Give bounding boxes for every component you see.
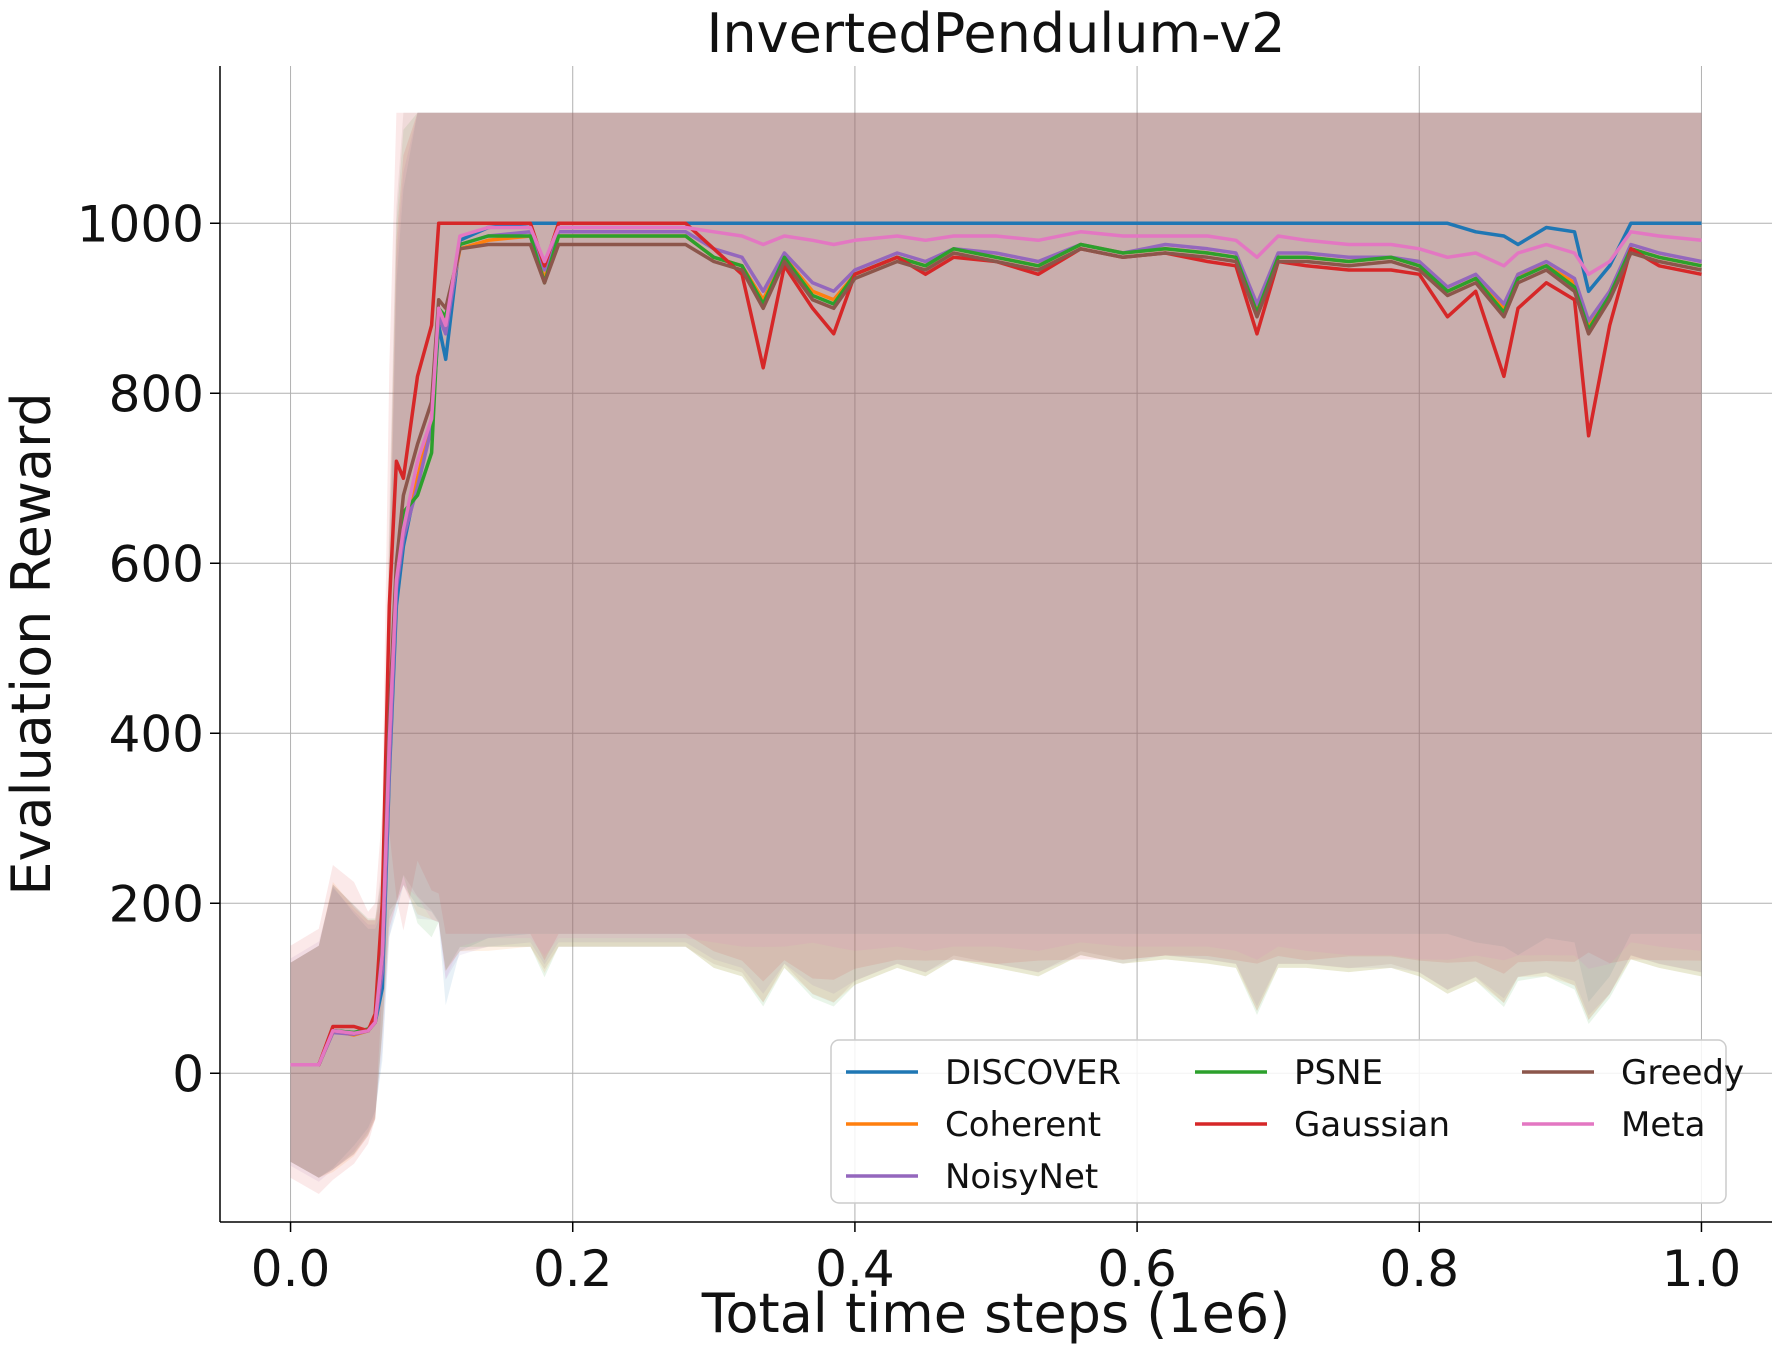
band-layer — [290, 112, 1702, 1194]
band-noisynet — [290, 112, 1702, 1182]
legend-label-coherent: Coherent — [945, 1105, 1101, 1145]
legend-label-psne: PSNE — [1294, 1053, 1383, 1093]
x-tick-label: 0.6 — [1097, 1240, 1177, 1298]
series-line-meta — [290, 225, 1702, 1067]
band-gaussian — [290, 112, 1702, 1194]
x-tick-label: 0.4 — [815, 1240, 895, 1298]
x-tick-label: 0.0 — [251, 1240, 331, 1298]
legend: DISCOVER Coherent NoisyNet PSNE Gaussian Gree… — [830, 1039, 1744, 1204]
y-tick-label: 600 — [109, 535, 204, 593]
band-psne — [290, 112, 1702, 1178]
band-discover — [290, 112, 1702, 1178]
legend-label-meta: Meta — [1621, 1105, 1705, 1145]
x-tick-label: 1.0 — [1662, 1240, 1742, 1298]
tick-layer: 0.0 0.2 0.4 0.6 0.8 1.0 0 200 400 600 800 1000 — [77, 195, 1741, 1298]
y-tick-label: 800 — [109, 365, 204, 423]
y-tick-label: 0 — [172, 1045, 204, 1103]
y-tick-label: 200 — [109, 875, 204, 933]
legend-label-gaussian: Gaussian — [1294, 1105, 1450, 1145]
band-coherent — [290, 112, 1702, 1178]
series-line-gaussian — [290, 221, 1702, 1067]
legend-items: DISCOVER Coherent NoisyNet PSNE Gaussian Gree… — [846, 1053, 1744, 1197]
axis-layer — [219, 66, 1772, 1223]
band-greedy — [290, 112, 1702, 1178]
legend-label-noisynet: NoisyNet — [945, 1157, 1098, 1197]
chart-title: InvertedPendulum-v2 — [707, 2, 1286, 65]
y-tick-label: 400 — [109, 705, 204, 763]
y-axis-label: Evaluation Reward — [0, 392, 63, 895]
x-tick-label: 0.8 — [1380, 1240, 1460, 1298]
legend-frame — [830, 1039, 1727, 1204]
legend-label-greedy: Greedy — [1621, 1053, 1744, 1093]
series-line-greedy — [290, 242, 1702, 1067]
legend-label-discover: DISCOVER — [945, 1053, 1121, 1093]
x-axis-label: Total time steps (1e6) — [701, 1282, 1291, 1345]
line-layer — [290, 221, 1702, 1067]
band-meta — [290, 112, 1702, 1178]
series-line-noisynet — [290, 230, 1702, 1067]
x-tick-label: 0.2 — [533, 1240, 613, 1298]
y-tick-label: 1000 — [77, 195, 204, 253]
